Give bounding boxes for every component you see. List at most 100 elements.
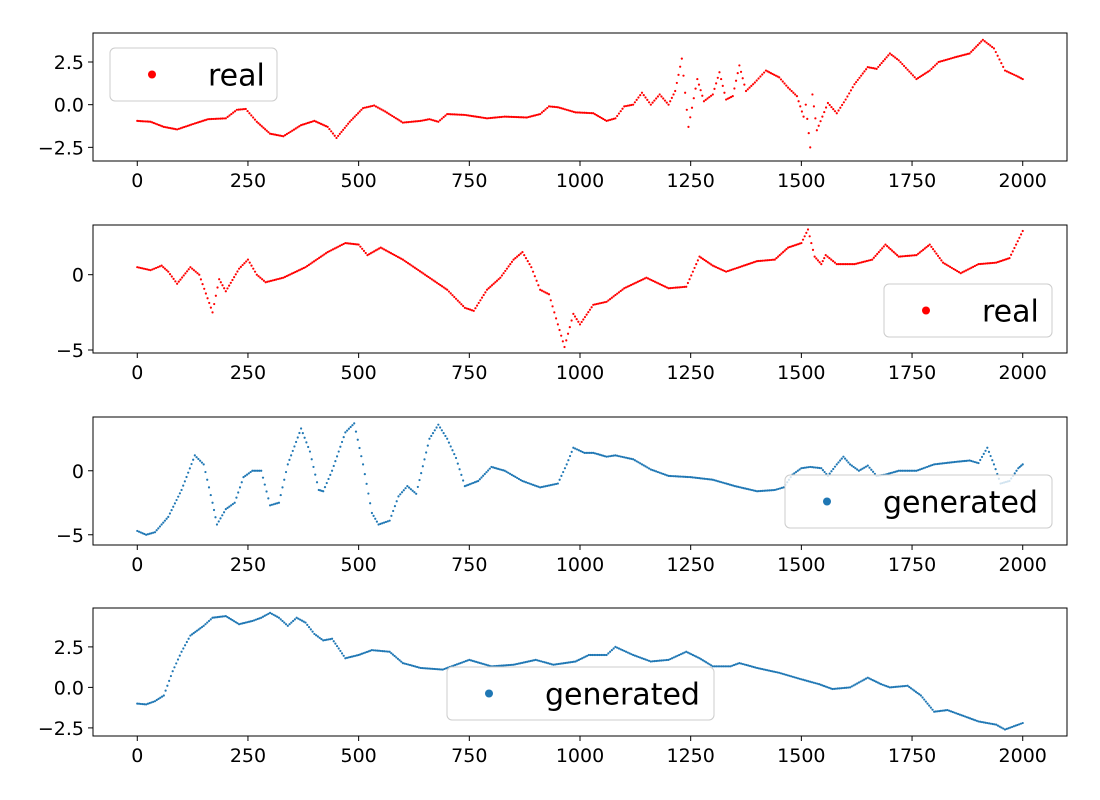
data-point <box>614 117 617 120</box>
data-point <box>166 126 169 129</box>
data-point <box>816 682 819 685</box>
data-point <box>446 112 449 116</box>
data-point <box>701 659 704 662</box>
data-point <box>382 521 386 524</box>
data-point <box>771 488 775 492</box>
data-point <box>908 469 911 472</box>
data-point <box>302 620 305 623</box>
data-point <box>776 75 779 78</box>
data-point <box>732 484 735 487</box>
data-point <box>469 308 472 311</box>
data-point <box>901 62 904 66</box>
data-point <box>551 305 554 308</box>
data-point <box>688 652 691 655</box>
data-point <box>507 663 510 667</box>
data-point <box>379 522 382 525</box>
x-tick-label: 750 <box>451 745 487 767</box>
data-point <box>669 100 672 103</box>
data-point <box>686 651 690 654</box>
data-point <box>285 274 288 278</box>
data-point <box>699 477 702 480</box>
data-point <box>698 255 701 258</box>
data-point <box>653 99 656 102</box>
data-point <box>764 668 767 671</box>
data-point <box>167 126 170 129</box>
data-point <box>222 117 226 120</box>
data-point <box>335 136 338 140</box>
data-point <box>1013 73 1016 76</box>
data-point <box>495 279 499 282</box>
data-point <box>899 255 902 258</box>
data-point <box>179 278 182 281</box>
data-point <box>840 103 844 107</box>
data-point <box>153 700 157 703</box>
data-point <box>258 617 261 620</box>
data-point <box>835 112 838 115</box>
data-point <box>495 467 498 470</box>
data-point <box>639 94 642 97</box>
data-point <box>146 120 149 123</box>
data-point <box>864 465 868 468</box>
data-point <box>773 258 776 261</box>
data-point <box>560 334 563 337</box>
data-point <box>199 278 203 281</box>
data-point <box>261 615 265 618</box>
data-point <box>934 463 937 466</box>
series-generated <box>136 611 1024 731</box>
data-point <box>406 262 410 265</box>
data-point <box>850 685 853 688</box>
data-point <box>507 265 510 268</box>
data-point <box>695 655 698 658</box>
data-point <box>323 253 326 256</box>
data-point <box>274 502 277 505</box>
data-point <box>951 461 955 464</box>
data-point <box>494 116 497 119</box>
data-point <box>394 254 398 258</box>
data-point <box>396 118 399 121</box>
data-point <box>146 268 149 271</box>
data-point <box>435 281 439 284</box>
data-point <box>569 661 572 664</box>
data-point <box>995 261 998 264</box>
data-point <box>796 469 799 472</box>
data-point <box>616 114 619 118</box>
data-point <box>554 317 558 320</box>
data-point <box>396 255 399 258</box>
data-point <box>716 480 720 483</box>
data-point <box>609 297 612 301</box>
data-point <box>969 717 972 720</box>
data-point <box>1007 71 1010 74</box>
data-point <box>725 270 728 273</box>
data-point <box>842 263 845 266</box>
y-tick-label: −5 <box>56 525 84 547</box>
x-tick-label: 1750 <box>888 745 936 767</box>
data-point <box>190 633 194 636</box>
data-point <box>785 84 788 87</box>
data-point <box>517 116 520 119</box>
data-point <box>690 106 694 109</box>
data-point <box>305 441 308 444</box>
data-point <box>497 664 500 667</box>
data-point <box>834 687 837 690</box>
data-point <box>206 297 209 300</box>
data-point <box>844 263 847 266</box>
data-point <box>250 264 253 267</box>
data-point <box>238 267 241 270</box>
data-point <box>874 254 877 257</box>
data-point <box>174 280 177 283</box>
data-point <box>768 71 771 74</box>
data-point <box>515 662 519 666</box>
data-point <box>617 112 621 115</box>
data-point <box>818 466 821 470</box>
data-point <box>463 113 466 117</box>
data-point <box>781 672 784 675</box>
data-point <box>655 659 658 663</box>
data-point <box>543 661 546 664</box>
data-point <box>698 477 701 480</box>
data-point <box>533 484 536 487</box>
data-point <box>796 243 800 246</box>
data-point <box>292 128 296 131</box>
x-tick-label: 1250 <box>667 554 715 576</box>
data-point <box>726 97 729 100</box>
data-point <box>731 664 734 667</box>
